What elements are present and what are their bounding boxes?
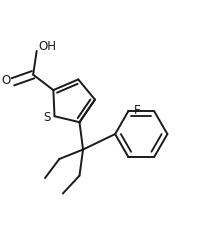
Text: S: S <box>44 111 51 124</box>
Text: OH: OH <box>38 40 56 53</box>
Text: O: O <box>1 74 10 87</box>
Text: F: F <box>133 105 140 117</box>
